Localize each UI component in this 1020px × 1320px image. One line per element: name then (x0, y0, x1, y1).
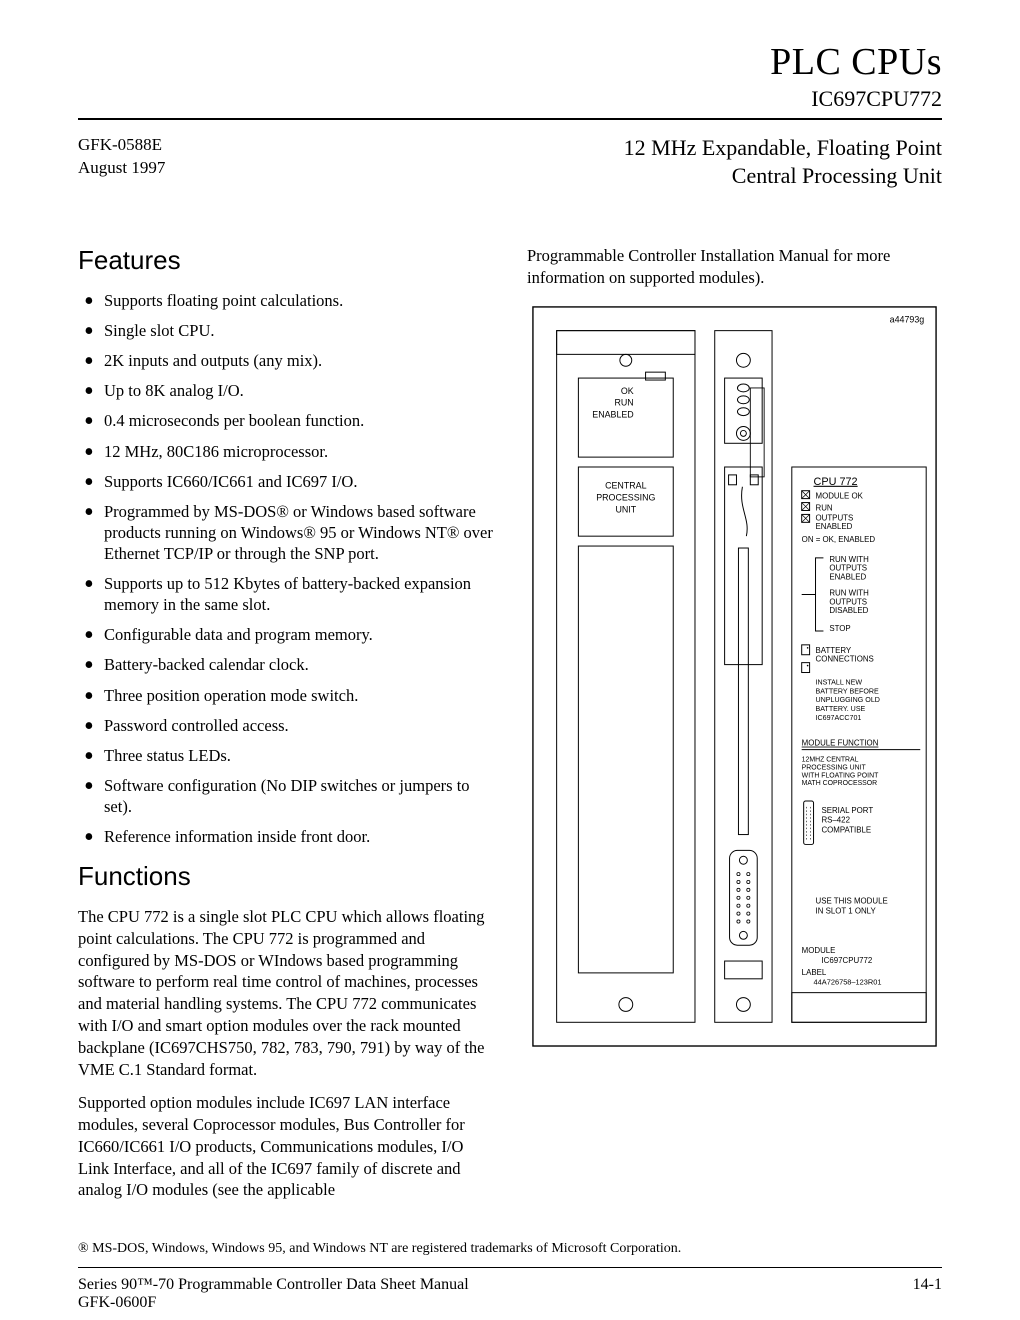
functions-text: The CPU 772 is a single slot PLC CPU whi… (78, 906, 493, 1201)
svg-text:PROCESSING UNIT: PROCESSING UNIT (802, 764, 867, 771)
svg-text:MODULE OK: MODULE OK (816, 491, 864, 500)
svg-text:IN SLOT 1 ONLY: IN SLOT 1 ONLY (816, 906, 877, 915)
footer-rule (78, 1267, 942, 1268)
svg-text:BATTERY: BATTERY (816, 645, 852, 654)
svg-text:ENABLED: ENABLED (816, 522, 853, 531)
features-heading: Features (78, 245, 493, 276)
svg-text:ON = OK, ENABLED: ON = OK, ENABLED (802, 535, 876, 544)
subtitle-line-1: 12 MHz Expandable, Floating Point (624, 134, 942, 162)
document-part-number: IC697CPU772 (78, 86, 942, 112)
svg-text:LABEL: LABEL (802, 967, 827, 976)
feature-item: Password controlled access. (82, 715, 493, 736)
svg-text:UNIT: UNIT (615, 504, 636, 514)
svg-text:COMPATIBLE: COMPATIBLE (821, 825, 871, 834)
feature-item: Reference information inside front door. (82, 826, 493, 847)
left-column: Features Supports floating point calcula… (78, 245, 493, 1213)
svg-text:OUTPUTS: OUTPUTS (829, 563, 867, 572)
svg-text:INSTALL NEW: INSTALL NEW (816, 678, 863, 686)
svg-text:ENABLED: ENABLED (592, 409, 633, 419)
header-rule (78, 118, 942, 120)
svg-text:MATH COPROCESSOR: MATH COPROCESSOR (802, 780, 877, 787)
svg-text:12MHZ CENTRAL: 12MHZ CENTRAL (802, 756, 859, 763)
feature-item: Three position operation mode switch. (82, 685, 493, 706)
doc-date: August 1997 (78, 157, 165, 180)
module-diagram: a44793g OK RUN ENABLED CENTRAL P (527, 301, 942, 1057)
feature-item: 0.4 microseconds per boolean function. (82, 410, 493, 431)
front-panel: OK RUN ENABLED CENTRAL PROCESSING UNIT (557, 330, 695, 1022)
svg-text:PROCESSING: PROCESSING (596, 492, 655, 502)
svg-text:OK: OK (621, 385, 634, 395)
svg-text:DISABLED: DISABLED (829, 606, 868, 615)
functions-heading: Functions (78, 861, 493, 892)
svg-text:MODULE FUNCTION: MODULE FUNCTION (802, 738, 879, 747)
svg-text:RUN WITH: RUN WITH (829, 588, 869, 597)
svg-text:STOP: STOP (829, 624, 850, 633)
svg-text:CONNECTIONS: CONNECTIONS (816, 654, 874, 663)
svg-text:IC697ACC701: IC697ACC701 (816, 713, 862, 721)
feature-item: Up to 8K analog I/O. (82, 380, 493, 401)
svg-text:OUTPUTS: OUTPUTS (829, 597, 867, 606)
feature-item: 2K inputs and outputs (any mix). (82, 350, 493, 371)
svg-text:CENTRAL: CENTRAL (605, 480, 646, 490)
functions-paragraph: Supported option modules include IC697 L… (78, 1092, 493, 1201)
feature-item: Supports floating point calculations. (82, 290, 493, 311)
feature-item: Supports IC660/IC661 and IC697 I/O. (82, 471, 493, 492)
svg-text:UNPLUGGING OLD: UNPLUGGING OLD (816, 696, 880, 704)
features-list: Supports floating point calculations. Sin… (78, 290, 493, 847)
svg-text:OUTPUTS: OUTPUTS (816, 513, 854, 522)
svg-text:ENABLED: ENABLED (829, 572, 866, 581)
svg-text:RS–422: RS–422 (821, 815, 850, 824)
module-face (715, 330, 772, 1022)
svg-text:BATTERY BEFORE: BATTERY BEFORE (816, 687, 879, 695)
functions-paragraph: The CPU 772 is a single slot PLC CPU whi… (78, 906, 493, 1080)
feature-item: Configurable data and program memory. (82, 624, 493, 645)
svg-text:CPU 772: CPU 772 (814, 475, 858, 487)
figure-id: a44793g (890, 314, 925, 324)
feature-item: Software configuration (No DIP switches … (82, 775, 493, 817)
feature-item: Supports up to 512 Kbytes of battery-bac… (82, 573, 493, 615)
svg-text:BATTERY. USE: BATTERY. USE (816, 705, 866, 713)
page-number: 14-1 (913, 1276, 942, 1312)
feature-item: Programmed by MS-DOS® or Windows based s… (82, 501, 493, 564)
document-title: PLC CPUs (78, 40, 942, 84)
right-column: Programmable Controller Installation Man… (527, 245, 942, 1213)
svg-text:44A726758–123R01: 44A726758–123R01 (814, 977, 882, 986)
feature-item: 12 MHz, 80C186 microprocessor. (82, 441, 493, 462)
svg-text:RUN: RUN (816, 503, 833, 512)
svg-text:IC697CPU772: IC697CPU772 (821, 956, 872, 965)
right-intro-text: Programmable Controller Installation Man… (527, 245, 942, 289)
trademark-footnote: ® MS-DOS, Windows, Windows 95, and Windo… (78, 1241, 942, 1257)
feature-item: Single slot CPU. (82, 320, 493, 341)
svg-text:MODULE: MODULE (802, 946, 836, 955)
side-label-panel: CPU 772 MODULE OK RUN OUTPUTS ENABLED ON… (792, 467, 926, 1022)
svg-text:SERIAL PORT: SERIAL PORT (821, 805, 873, 814)
svg-text:WITH FLOATING POINT: WITH FLOATING POINT (802, 772, 879, 779)
doc-reference: GFK-0588E (78, 134, 165, 157)
feature-item: Battery-backed calendar clock. (82, 654, 493, 675)
feature-item: Three status LEDs. (82, 745, 493, 766)
svg-text:USE THIS MODULE: USE THIS MODULE (816, 896, 888, 905)
footer-doc-number: GFK-0600F (78, 1294, 469, 1312)
subtitle-line-2: Central Processing Unit (624, 162, 942, 190)
svg-text:RUN WITH: RUN WITH (829, 554, 869, 563)
footer-manual-title: Series 90™-70 Programmable Controller Da… (78, 1276, 469, 1294)
svg-text:RUN: RUN (614, 397, 633, 407)
